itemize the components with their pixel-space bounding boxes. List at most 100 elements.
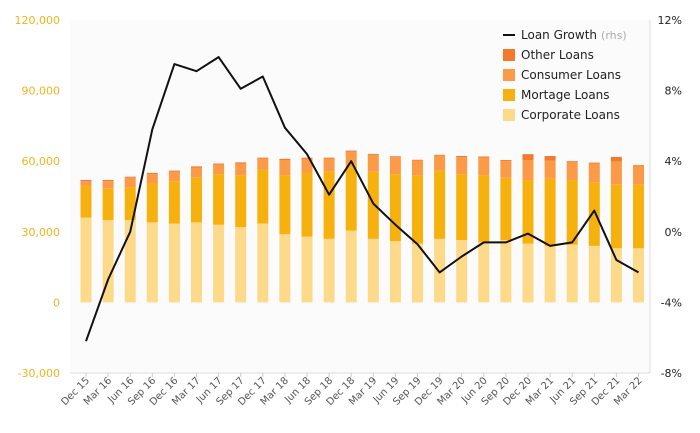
bar-segment-corporate-loans <box>168 223 180 303</box>
bar-segment-other-loans <box>566 161 578 163</box>
legend-box-swatch <box>503 69 515 81</box>
left-axis: -30,000 0 30,000 60,000 90,000 120,000 <box>15 14 61 380</box>
bar-segment-other-loans <box>235 162 247 164</box>
legend-label: Mortage Loans <box>521 88 610 102</box>
bar-segment-mortage-loans <box>102 188 114 221</box>
bar-segment-consumer-loans <box>102 181 114 189</box>
bar-segment-mortage-loans <box>522 180 534 244</box>
left-tick-label: 60,000 <box>22 155 61 168</box>
bar-segment-other-loans <box>544 156 556 161</box>
bar-segment-other-loans <box>124 176 136 178</box>
right-tick-label: 4% <box>665 155 682 168</box>
bar-segment-corporate-loans <box>412 243 423 303</box>
bar-segment-corporate-loans <box>544 245 556 303</box>
bar-segment-mortage-loans <box>412 175 423 244</box>
right-tick-label: 0% <box>665 226 682 239</box>
bar-segment-consumer-loans <box>235 163 247 176</box>
bar-segment-consumer-loans <box>301 158 313 173</box>
bar-segment-other-loans <box>588 162 600 164</box>
left-tick-label: 120,000 <box>15 14 61 27</box>
bar-segment-mortage-loans <box>500 177 512 241</box>
bar-segment-consumer-loans <box>412 160 423 176</box>
left-tick-label: -30,000 <box>18 367 60 380</box>
left-tick-label: 30,000 <box>22 226 61 239</box>
bar-segment-consumer-loans <box>566 162 578 181</box>
bar-segment-mortage-loans <box>301 172 313 237</box>
legend-box-swatch <box>503 89 515 101</box>
bar-segment-consumer-loans <box>544 160 556 179</box>
legend-label: Consumer Loans <box>521 68 621 82</box>
bar-segment-consumer-loans <box>610 161 622 185</box>
bar-stacks <box>80 150 644 303</box>
bar-segment-corporate-loans <box>102 220 114 303</box>
bar-segment-consumer-loans <box>345 151 357 165</box>
bar-segment-mortage-loans <box>544 178 556 246</box>
bar-segment-corporate-loans <box>191 222 202 303</box>
bar-segment-consumer-loans <box>633 166 644 185</box>
bar-segment-other-loans <box>279 158 291 161</box>
bar-segment-consumer-loans <box>456 157 468 175</box>
bar-segment-consumer-loans <box>588 163 600 183</box>
bar-segment-corporate-loans <box>500 240 512 303</box>
legend-box-swatch <box>503 49 515 61</box>
bar-segment-corporate-loans <box>146 222 158 303</box>
legend-label: Corporate Loans <box>521 108 620 122</box>
bar-segment-mortage-loans <box>279 175 291 235</box>
bar-segment-corporate-loans <box>566 244 578 303</box>
bar-segment-other-loans <box>633 165 644 167</box>
bar-segment-consumer-loans <box>191 167 202 178</box>
bar-segment-other-loans <box>367 153 379 155</box>
bar-segment-mortage-loans <box>168 181 180 224</box>
bar-segment-mortage-loans <box>124 187 136 221</box>
bar-segment-mortage-loans <box>633 184 644 249</box>
bar-segment-other-loans <box>456 156 468 158</box>
bar-segment-consumer-loans <box>389 157 401 175</box>
bar-segment-mortage-loans <box>566 180 578 245</box>
bar-segment-consumer-loans <box>478 157 490 176</box>
legend-label: Other Loans <box>521 48 594 62</box>
bar-segment-corporate-loans <box>345 230 357 303</box>
bar-segment-other-loans <box>610 156 622 162</box>
right-tick-label: 12% <box>658 14 682 27</box>
bar-segment-other-loans <box>80 180 92 182</box>
bar-segment-consumer-loans <box>522 160 534 181</box>
bar-segment-corporate-loans <box>434 238 446 303</box>
bar-segment-corporate-loans <box>522 243 534 303</box>
legend-label: Loan Growth (rhs) <box>521 28 627 42</box>
right-tick-label: -4% <box>661 296 682 309</box>
loan-growth-line <box>85 56 639 342</box>
right-axis: -8% -4% 0% 4% 8% 12% <box>658 14 682 380</box>
bar-segment-consumer-loans <box>80 181 92 186</box>
bar-segment-mortage-loans <box>456 174 468 241</box>
loan-growth-polyline <box>85 56 639 342</box>
bar-segment-mortage-loans <box>257 169 269 224</box>
bar-segment-mortage-loans <box>478 175 490 243</box>
bar-segment-corporate-loans <box>124 220 136 303</box>
bar-segment-mortage-loans <box>434 170 446 239</box>
bar-segment-corporate-loans <box>235 227 247 303</box>
bar-segment-mortage-loans <box>213 174 225 225</box>
bar-segment-other-loans <box>434 154 446 156</box>
bar-segment-consumer-loans <box>168 171 180 182</box>
bar-segment-corporate-loans <box>588 245 600 303</box>
bar-segment-consumer-loans <box>500 161 512 178</box>
bar-segment-corporate-loans <box>80 217 92 303</box>
right-tick-label: 8% <box>665 85 682 98</box>
bar-segment-corporate-loans <box>367 238 379 303</box>
bar-segment-corporate-loans <box>213 224 225 303</box>
bar-segment-other-loans <box>412 159 423 161</box>
bar-segment-other-loans <box>168 170 180 172</box>
bar-segment-consumer-loans <box>367 154 379 172</box>
legend: Loan Growth (rhs) Other Loans Consumer Loan… <box>503 28 627 122</box>
bar-segment-consumer-loans <box>124 177 136 188</box>
bar-segment-other-loans <box>257 157 269 159</box>
bar-segment-mortage-loans <box>610 184 622 249</box>
bar-segment-other-loans <box>522 154 534 161</box>
bar-segment-other-loans <box>301 157 313 159</box>
bar-segment-mortage-loans <box>146 183 158 223</box>
right-tick-label: -8% <box>661 367 682 380</box>
bar-segment-other-loans <box>191 166 202 168</box>
bar-segment-mortage-loans <box>191 177 202 223</box>
